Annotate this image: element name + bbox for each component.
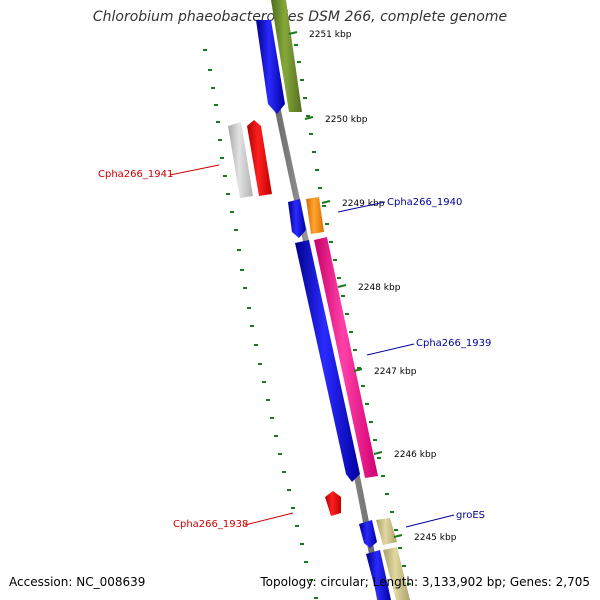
tick-label: 2246 kbp — [394, 450, 437, 460]
gene-khaki-bottom — [383, 547, 410, 600]
gene-label: groES — [456, 510, 485, 521]
gene-olive-top — [271, 0, 302, 112]
accession-text: Accession: NC_008639 — [9, 575, 146, 589]
gene-leader-line — [366, 343, 415, 356]
gene-blue-1940 — [288, 199, 306, 238]
gene-khaki-groES — [376, 518, 397, 545]
gene-blue-groES — [359, 520, 377, 548]
tick-mark — [304, 116, 314, 120]
gene-red-1941 — [247, 120, 272, 196]
tick-label: 2251 kbp — [309, 30, 352, 40]
tick-mark — [288, 31, 298, 35]
gene-pink-1939 — [314, 237, 378, 478]
tick-mark — [373, 451, 383, 455]
gene-labels: Cpha266_1941 Cpha266_1940 Cpha266_1939 Cpha… — [98, 164, 491, 530]
tick-label: 2249 kbp — [342, 199, 385, 209]
gene-leader-line — [169, 164, 220, 176]
gene-label: Cpha266_1940 — [387, 197, 462, 208]
gene-red-1938 — [325, 491, 341, 516]
gene-leader-line — [244, 512, 294, 526]
gene-label: Cpha266_1938 — [173, 519, 248, 530]
tick-label: 2247 kbp — [374, 367, 417, 377]
gene-features — [228, 0, 410, 600]
gene-blue-bottom — [366, 550, 391, 600]
tick-label: 2245 kbp — [414, 533, 457, 543]
guide-rows — [203, 44, 411, 599]
genome-summary-text: Topology: circular; Length: 3,133,902 bp… — [260, 575, 590, 589]
kbp-ticks: 2251 kbp 2250 kbp 2249 kbp 2248 kbp 2247 kbp… — [288, 30, 457, 543]
gene-blue-1939 — [295, 240, 360, 482]
tick-label: 2248 kbp — [358, 283, 401, 293]
gene-label: Cpha266_1941 — [98, 169, 173, 180]
gene-leader-line — [405, 514, 455, 528]
gene-blue-top — [256, 20, 285, 114]
tick-mark — [321, 200, 331, 204]
tick-label: 2250 kbp — [325, 115, 368, 125]
gene-orange-1940 — [306, 197, 324, 234]
tick-mark — [353, 368, 363, 372]
gene-leader-line — [337, 201, 386, 213]
gene-grey — [228, 122, 253, 198]
tick-mark — [393, 534, 403, 538]
tick-mark — [337, 284, 347, 288]
map-title: Chlorobium phaeobacteroides DSM 266, com… — [92, 9, 508, 25]
gene-label: Cpha266_1939 — [416, 338, 491, 349]
